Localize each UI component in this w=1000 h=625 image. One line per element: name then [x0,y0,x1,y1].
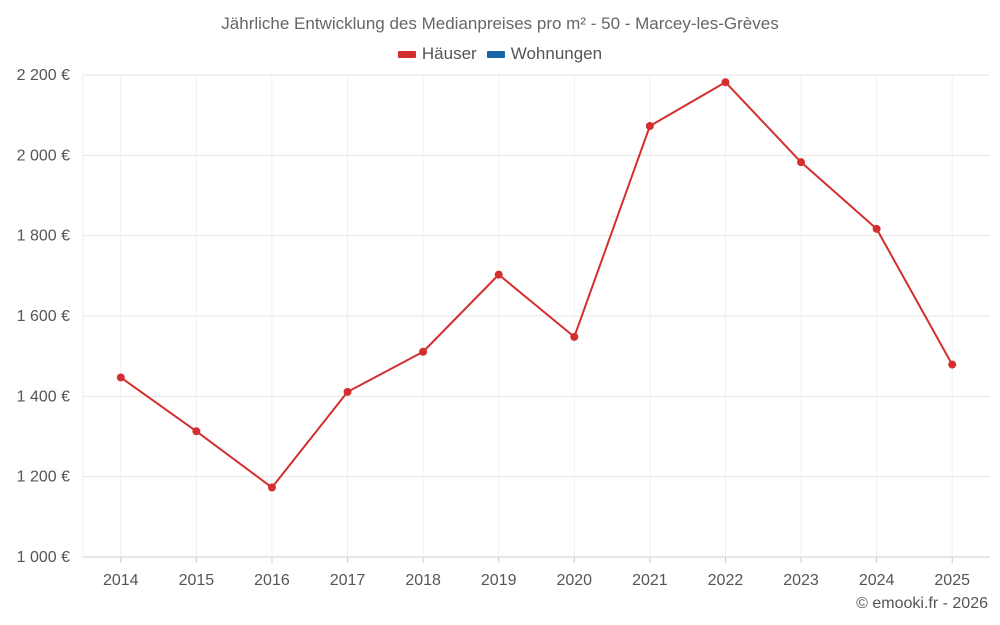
x-tick-label: 2015 [179,572,215,589]
legend-label-haeuser: Häuser [421,44,477,63]
x-tick-label: 2020 [556,572,592,589]
y-tick-label: 1 200 € [17,469,70,486]
data-point [343,387,352,396]
legend-label-wohnungen: Wohnungen [510,44,603,63]
x-tick-label: 2014 [103,572,139,589]
legend-swatch-wohnungen [486,50,505,58]
series-line-0 [120,81,954,489]
y-tick-label: 1 400 € [17,388,70,405]
data-point [267,483,276,492]
x-tick-label: 2024 [859,572,895,589]
data-point [494,270,503,279]
legend-item-haeuser[interactable]: Häuser [397,44,477,64]
y-tick-label: 1 600 € [17,308,70,325]
data-point [645,122,654,131]
x-tick-label: 2021 [632,572,668,589]
x-tick-label: 2018 [405,572,441,589]
x-tick-label: 2019 [481,572,517,589]
data-point [721,78,730,87]
x-tick-label: 2017 [330,572,366,589]
data-point [948,360,957,369]
x-tick-label: 2022 [708,572,744,589]
data-point [419,347,428,356]
y-tick-label: 2 200 € [17,67,70,84]
y-tick-label: 2 000 € [17,147,70,164]
data-point [797,158,806,167]
legend-swatch-haeuser [397,50,416,58]
data-point [872,224,881,233]
x-tick-label: 2016 [254,572,290,589]
data-point [570,332,579,341]
data-point [116,373,125,382]
y-tick-label: 1 800 € [17,228,70,245]
x-tick-label: 2025 [934,572,970,589]
x-tick-label: 2023 [783,572,819,589]
chart-title: Jährliche Entwicklung des Medianpreises … [221,14,779,33]
legend-item-wohnungen[interactable]: Wohnungen [486,44,603,64]
credit: © emooki.fr - 2026 [856,595,988,612]
y-tick-label: 1 000 € [17,549,70,566]
legend: Häuser Wohnungen [0,44,1000,64]
data-point [192,427,201,436]
